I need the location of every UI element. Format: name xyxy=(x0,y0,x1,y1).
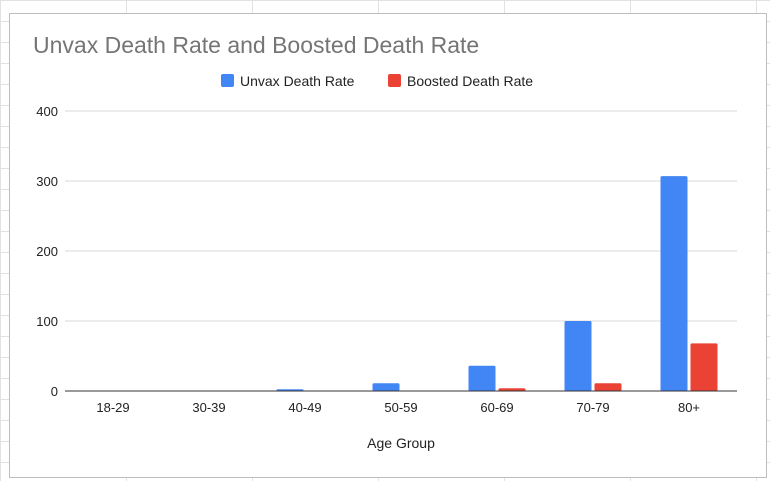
bar-unvax-60-69[interactable] xyxy=(468,365,496,391)
legend-swatch xyxy=(221,74,234,87)
bar-unvax-70-79[interactable] xyxy=(564,321,592,391)
gridlines xyxy=(65,110,737,322)
bar-unvax-50-59[interactable] xyxy=(372,383,400,391)
x-axis-ticks: 18-29 30-39 40-49 50-59 60-69 70-79 80+ xyxy=(96,400,700,415)
legend-item-boosted[interactable]: Boosted Death Rate xyxy=(388,73,533,89)
bar-boosted-70-79[interactable] xyxy=(594,383,622,391)
bars xyxy=(84,176,718,391)
x-tick-label: 60-69 xyxy=(480,400,513,415)
y-tick-label: 300 xyxy=(36,174,58,189)
legend-item-unvax[interactable]: Unvax Death Rate xyxy=(221,73,355,89)
x-tick-label: 50-59 xyxy=(384,400,417,415)
x-axis-title: Age Group xyxy=(367,435,435,451)
x-tick-label: 30-39 xyxy=(192,400,225,415)
bar-unvax-80+[interactable] xyxy=(660,176,688,391)
x-tick-label: 80+ xyxy=(678,400,700,415)
chart-frame[interactable] xyxy=(9,13,767,478)
y-tick-label: 400 xyxy=(36,104,58,119)
chart-title: Unvax Death Rate and Boosted Death Rate xyxy=(33,32,479,58)
y-tick-label: 100 xyxy=(36,314,58,329)
x-tick-label: 18-29 xyxy=(96,400,129,415)
y-tick-label: 0 xyxy=(51,384,58,399)
legend-swatch xyxy=(388,74,401,87)
legend-label: Unvax Death Rate xyxy=(240,73,355,89)
bar-boosted-80+[interactable] xyxy=(690,343,718,391)
bar-boosted-60-69[interactable] xyxy=(498,388,526,391)
y-tick-label: 200 xyxy=(36,244,58,259)
y-axis-ticks: 0 100 200 300 400 xyxy=(36,104,58,399)
x-tick-label: 40-49 xyxy=(288,400,321,415)
x-tick-label: 70-79 xyxy=(576,400,609,415)
chart-legend[interactable]: Unvax Death Rate Boosted Death Rate xyxy=(221,73,533,89)
legend-label: Boosted Death Rate xyxy=(407,73,533,89)
